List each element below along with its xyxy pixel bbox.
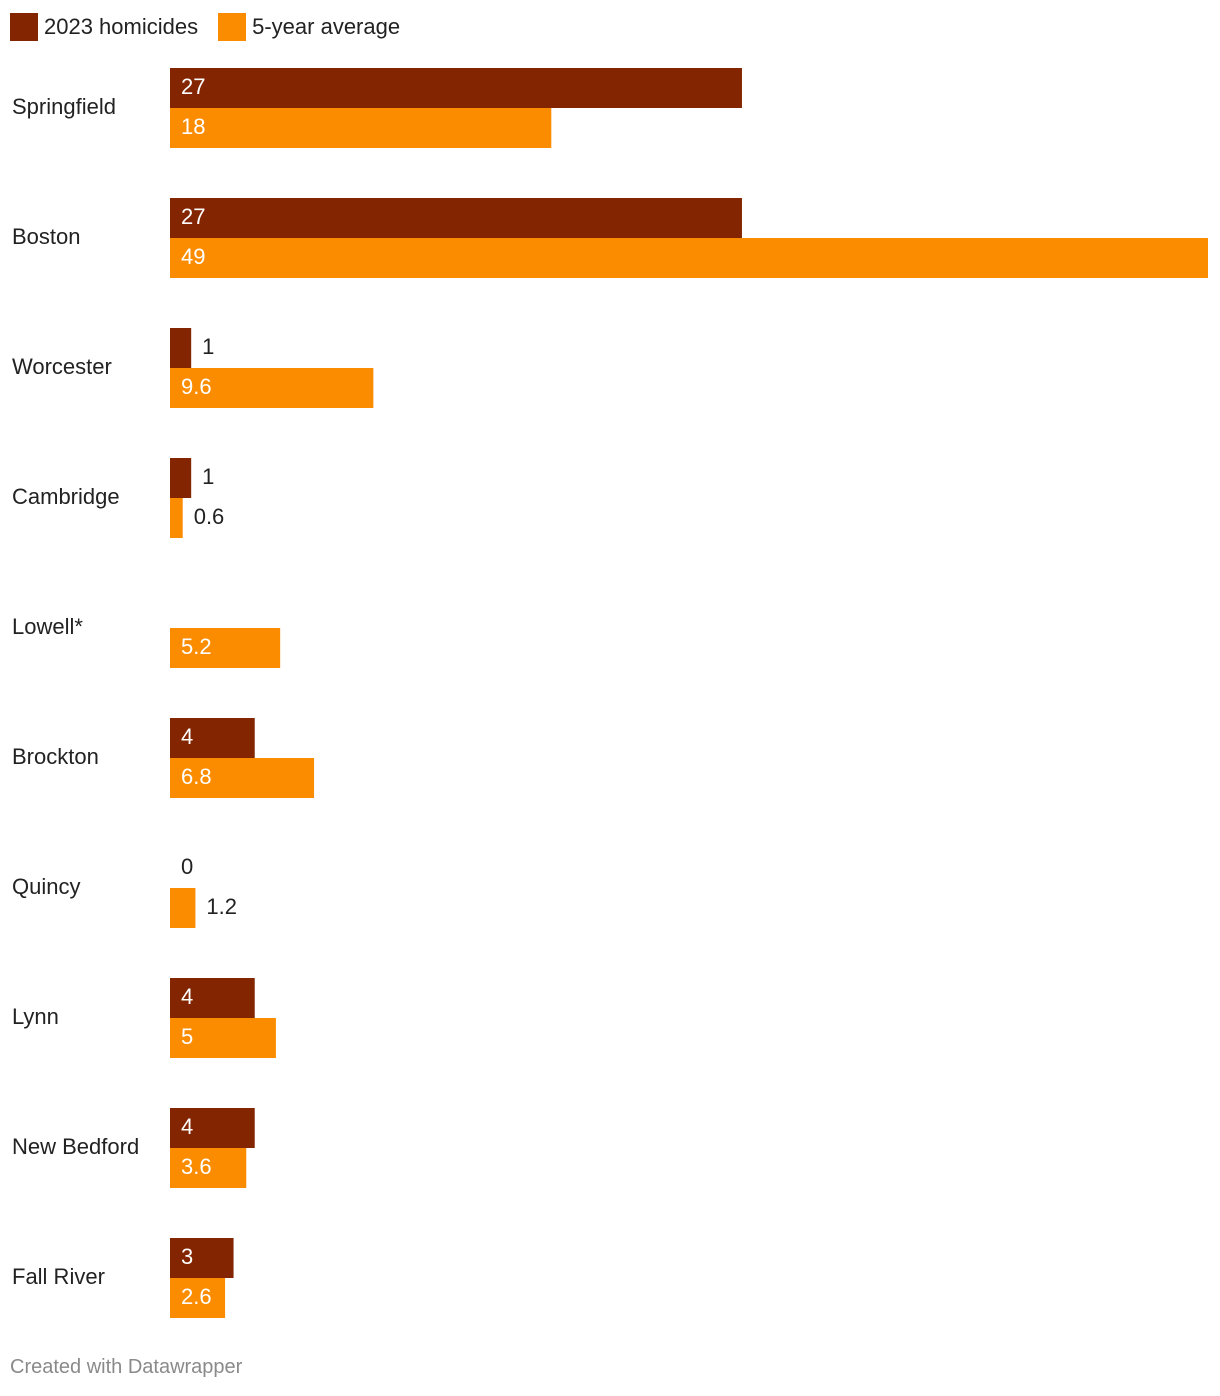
category-label-fall-river: Fall River: [12, 1264, 105, 1289]
value-label-5-year-average-springfield: 18: [181, 114, 205, 139]
bar-2023-homicides-cambridge: [170, 458, 192, 498]
bar-2023-homicides-brockton: [170, 718, 255, 758]
value-label-2023-homicides-quincy: 0: [181, 854, 193, 879]
value-label-5-year-average-boston: 49: [181, 244, 205, 269]
bar-5-year-average-cambridge: [170, 498, 183, 538]
bar-2023-homicides-boston: [170, 198, 742, 238]
category-label-boston: Boston: [12, 224, 81, 249]
bar-5-year-average-new-bedford: [170, 1148, 247, 1188]
category-label-cambridge: Cambridge: [12, 484, 120, 509]
chart-legend: 2023 homicides 5-year average: [10, 12, 400, 42]
bar-5-year-average-worcester: [170, 368, 374, 408]
value-label-2023-homicides-brockton: 4: [181, 724, 193, 749]
category-label-springfield: Springfield: [12, 94, 116, 119]
value-label-5-year-average-fall-river: 2.6: [181, 1284, 212, 1309]
value-label-5-year-average-brockton: 6.8: [181, 764, 212, 789]
bar-2023-homicides-lynn: [170, 978, 255, 1018]
category-label-lowell: Lowell*: [12, 614, 83, 639]
category-label-brockton: Brockton: [12, 744, 99, 769]
legend-label-2023-homicides: 2023 homicides: [44, 14, 199, 39]
legend-swatch-2023-homicides: [10, 13, 38, 41]
bar-2023-homicides-springfield: [170, 68, 742, 108]
bar-2023-homicides-worcester: [170, 328, 192, 368]
value-label-2023-homicides-new-bedford: 4: [181, 1114, 193, 1139]
bar-5-year-average-springfield: [170, 108, 552, 148]
bar-2023-homicides-fall-river: [170, 1238, 234, 1278]
bar-5-year-average-quincy: [170, 888, 196, 928]
value-label-2023-homicides-cambridge: 1: [202, 464, 214, 489]
bar-5-year-average-lowell: [170, 628, 281, 668]
bar-chart: Springfield 27 18 Boston 27 49 Worcester 1 9.6 Ca…: [12, 68, 1208, 1318]
bar-2023-homicides-new-bedford: [170, 1108, 255, 1148]
value-label-2023-homicides-springfield: 27: [181, 74, 205, 99]
legend-swatch-5-year-average: [218, 13, 247, 41]
category-label-worcester: Worcester: [12, 354, 112, 379]
value-label-5-year-average-quincy: 1.2: [206, 894, 237, 919]
category-label-quincy: Quincy: [12, 874, 80, 899]
bar-5-year-average-boston: [170, 238, 1208, 278]
bar-5-year-average-fall-river: [170, 1278, 226, 1318]
value-label-2023-homicides-fall-river: 3: [181, 1244, 193, 1269]
category-label-new-bedford: New Bedford: [12, 1134, 139, 1159]
value-label-2023-homicides-worcester: 1: [202, 334, 214, 359]
value-label-5-year-average-lowell: 5.2: [181, 634, 212, 659]
category-label-lynn: Lynn: [12, 1004, 59, 1029]
value-label-2023-homicides-boston: 27: [181, 204, 205, 229]
bar-5-year-average-lynn: [170, 1018, 276, 1058]
value-label-5-year-average-lynn: 5: [181, 1024, 193, 1049]
datawrapper-credit: Created with Datawrapper: [10, 1356, 243, 1378]
legend-item-5-year-average: 5-year average: [218, 13, 400, 41]
legend-item-2023-homicides: 2023 homicides: [10, 13, 198, 41]
bar-5-year-average-brockton: [170, 758, 315, 798]
value-label-5-year-average-worcester: 9.6: [181, 374, 212, 399]
value-label-2023-homicides-lynn: 4: [181, 984, 193, 1009]
value-label-5-year-average-cambridge: 0.6: [194, 504, 225, 529]
value-label-5-year-average-new-bedford: 3.6: [181, 1154, 212, 1179]
legend-label-5-year-average: 5-year average: [252, 14, 401, 39]
